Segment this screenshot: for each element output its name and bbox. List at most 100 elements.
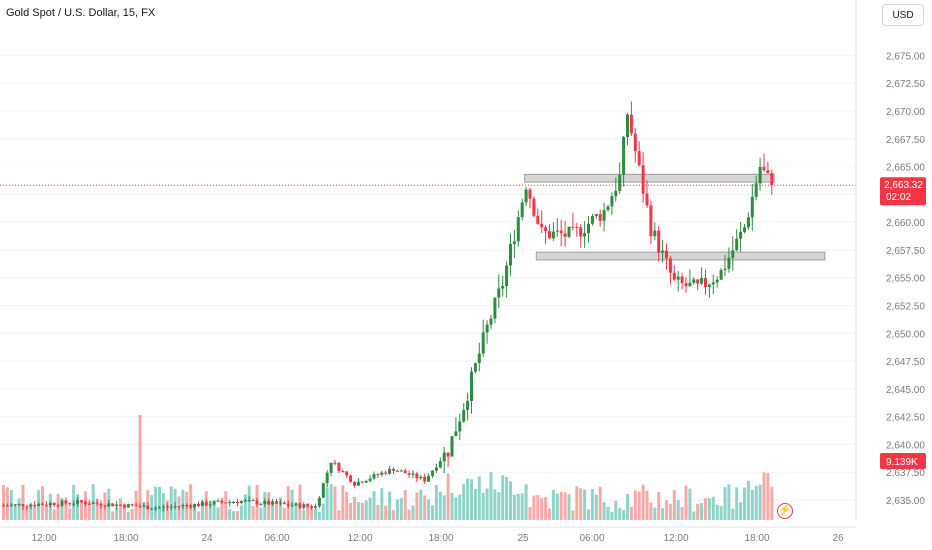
candle-body[interactable] — [501, 286, 505, 289]
candle-body[interactable] — [735, 238, 739, 251]
price-zone[interactable] — [535, 251, 826, 261]
candle-body[interactable] — [220, 500, 224, 503]
candle-body[interactable] — [680, 276, 684, 283]
candle-body[interactable] — [497, 288, 501, 298]
candle-body[interactable] — [290, 505, 294, 507]
candle-body[interactable] — [384, 472, 388, 474]
candle-body[interactable] — [56, 505, 60, 507]
candle-body[interactable] — [321, 483, 325, 498]
candle-body[interactable] — [52, 503, 56, 506]
candle-body[interactable] — [193, 503, 197, 508]
candle-body[interactable] — [587, 223, 590, 234]
candle-body[interactable] — [146, 505, 150, 510]
candle-body[interactable] — [512, 241, 516, 244]
candle-body[interactable] — [606, 206, 610, 211]
candle-body[interactable] — [298, 503, 302, 508]
candle-body[interactable] — [770, 173, 774, 186]
candle-body[interactable] — [189, 505, 193, 508]
candle-body[interactable] — [567, 226, 571, 237]
candle-body[interactable] — [575, 226, 579, 228]
candle-body[interactable] — [743, 227, 746, 232]
candle-body[interactable] — [286, 503, 290, 506]
candle-body[interactable] — [161, 506, 165, 508]
candle-body[interactable] — [653, 230, 657, 237]
candle-body[interactable] — [423, 476, 427, 482]
candle-body[interactable] — [551, 231, 555, 239]
candle-body[interactable] — [267, 500, 271, 505]
candle-body[interactable] — [368, 478, 372, 481]
candle-body[interactable] — [571, 226, 575, 228]
candle-body[interactable] — [692, 279, 696, 283]
candle-body[interactable] — [48, 503, 52, 506]
candle-body[interactable] — [473, 362, 477, 372]
candle-body[interactable] — [711, 282, 715, 285]
candle-body[interactable] — [661, 250, 665, 253]
candle-body[interactable] — [271, 501, 275, 505]
candle-body[interactable] — [579, 227, 583, 237]
candle-body[interactable] — [33, 504, 37, 506]
candle-body[interactable] — [427, 475, 431, 482]
candle-body[interactable] — [181, 505, 185, 507]
candle-body[interactable] — [509, 243, 512, 266]
candle-body[interactable] — [111, 503, 115, 507]
candle-body[interactable] — [438, 461, 442, 468]
candle-body[interactable] — [5, 505, 9, 507]
candle-body[interactable] — [434, 467, 438, 471]
candle-body[interactable] — [411, 473, 415, 475]
candle-body[interactable] — [130, 504, 134, 506]
candle-body[interactable] — [87, 503, 91, 505]
candle-body[interactable] — [450, 436, 454, 457]
candle-body[interactable] — [353, 482, 356, 486]
candle-body[interactable] — [345, 471, 349, 476]
candle-body[interactable] — [665, 250, 668, 259]
candle-body[interactable] — [60, 500, 64, 506]
candle-body[interactable] — [294, 503, 298, 506]
candle-body[interactable] — [696, 279, 700, 284]
candle-body[interactable] — [255, 500, 259, 505]
candle-body[interactable] — [536, 215, 540, 224]
candle-body[interactable] — [723, 268, 727, 271]
candle-body[interactable] — [442, 452, 446, 462]
candle-body[interactable] — [746, 217, 750, 228]
candle-body[interactable] — [419, 476, 423, 479]
candle-body[interactable] — [150, 508, 154, 510]
candle-body[interactable] — [505, 265, 509, 287]
candle-body[interactable] — [103, 505, 107, 507]
candle-body[interactable] — [516, 217, 520, 242]
candle-body[interactable] — [489, 318, 493, 325]
candle-body[interactable] — [142, 505, 146, 507]
candle-body[interactable] — [200, 501, 204, 506]
candle-body[interactable] — [329, 462, 333, 473]
candle-body[interactable] — [563, 233, 567, 237]
candle-body[interactable] — [731, 250, 735, 258]
candle-body[interactable] — [41, 503, 44, 505]
candle-body[interactable] — [649, 205, 653, 237]
candle-body[interactable] — [528, 189, 532, 199]
candle-body[interactable] — [583, 233, 587, 237]
candle-body[interactable] — [380, 472, 384, 475]
price-axis[interactable]: 2,635.00 2,637.50 2,640.00 2,642.50 2,645.00… — [855, 0, 925, 520]
candle-body[interactable] — [707, 284, 711, 288]
candle-body[interactable] — [247, 500, 251, 502]
support-resistance-zones[interactable] — [524, 173, 826, 261]
candle-body[interactable] — [154, 507, 158, 509]
candle-body[interactable] — [185, 505, 189, 507]
candle-body[interactable] — [758, 166, 762, 184]
candle-body[interactable] — [637, 151, 641, 166]
candle-body[interactable] — [446, 452, 450, 457]
candle-body[interactable] — [17, 504, 21, 506]
candle-body[interactable] — [622, 137, 626, 175]
candle-body[interactable] — [80, 500, 83, 502]
candle-body[interactable] — [629, 114, 633, 134]
candle-body[interactable] — [462, 409, 466, 422]
candle-body[interactable] — [228, 501, 232, 503]
candle-body[interactable] — [165, 506, 169, 508]
candle-body[interactable] — [64, 500, 68, 504]
candle-body[interactable] — [540, 223, 544, 228]
candle-body[interactable] — [76, 500, 80, 504]
candle-body[interactable] — [524, 189, 528, 203]
candle-body[interactable] — [750, 196, 754, 218]
candle-body[interactable] — [602, 210, 606, 221]
candle-body[interactable] — [349, 475, 353, 483]
candle-body[interactable] — [263, 500, 267, 504]
